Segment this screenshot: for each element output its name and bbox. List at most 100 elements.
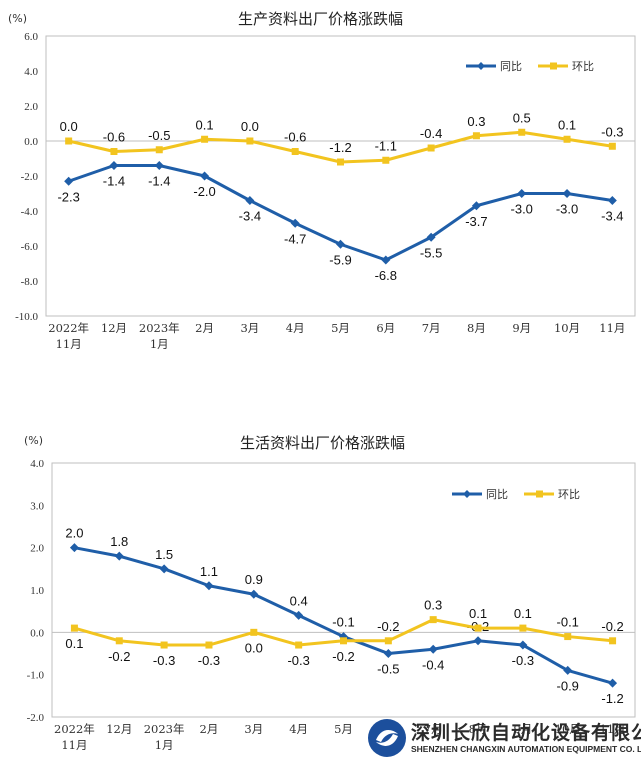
y-tick-label-consumer: 2.0	[30, 543, 44, 555]
data-point-mom-production	[65, 137, 73, 145]
data-label-mom-production: 0.0	[241, 119, 259, 134]
data-label-mom-production: 0.1	[196, 117, 214, 132]
data-point-mom-production	[472, 132, 480, 140]
data-point-mom-production	[382, 156, 390, 164]
data-point-mom-consumer	[384, 637, 392, 645]
data-point-mom-consumer	[295, 641, 303, 649]
data-point-mom-consumer	[70, 624, 78, 632]
data-label-yoy-production: -6.8	[375, 268, 397, 283]
x-tick-label-production: 3月	[240, 321, 259, 335]
data-point-yoy-production	[64, 176, 74, 186]
data-point-mom-production	[155, 146, 163, 154]
data-label-mom-production: 0.1	[558, 117, 576, 132]
data-point-mom-production	[518, 128, 526, 136]
x-tick-label-production: 6月	[376, 321, 395, 335]
x-tick-label-consumer: 4月	[289, 722, 308, 736]
y-tick-label-consumer: -1.0	[27, 670, 45, 682]
data-label-yoy-consumer: -0.5	[377, 662, 399, 677]
data-label-mom-consumer: -0.2	[377, 619, 399, 634]
data-point-yoy-consumer	[473, 636, 483, 646]
data-label-yoy-production: -3.4	[239, 209, 261, 224]
y-tick-label-consumer: -2.0	[27, 712, 45, 724]
data-point-mom-consumer	[519, 624, 527, 632]
data-point-mom-consumer	[474, 624, 482, 632]
y-tick-label-production: -8.0	[21, 276, 39, 288]
unit-label-production: (%)	[8, 12, 27, 25]
data-label-mom-consumer: 0.1	[65, 636, 83, 651]
data-label-mom-consumer: 0.1	[469, 606, 487, 621]
data-label-mom-production: -0.6	[103, 130, 125, 145]
data-point-yoy-production	[562, 189, 572, 198]
data-label-mom-consumer: -0.3	[153, 653, 175, 668]
data-label-yoy-consumer: -1.2	[601, 691, 623, 706]
y-tick-label-production: 2.0	[24, 101, 38, 113]
legend-label-yoy-production: 同比	[500, 60, 522, 73]
y-tick-label-production: 4.0	[24, 66, 38, 78]
x-tick-label-production: 2023年 1月	[139, 321, 180, 351]
data-label-mom-production: -1.1	[375, 138, 397, 153]
legend-label-mom-production: 环比	[572, 60, 594, 73]
data-label-yoy-production: -4.7	[284, 231, 306, 246]
data-label-yoy-consumer: 0.9	[245, 572, 263, 587]
data-label-yoy-production: -2.0	[193, 184, 215, 199]
data-label-yoy-consumer: 2.0	[65, 526, 83, 541]
data-label-yoy-production: -3.0	[511, 202, 533, 217]
data-point-yoy-production	[200, 171, 210, 181]
y-tick-label-consumer: 0.0	[30, 627, 44, 639]
data-point-mom-consumer	[250, 628, 258, 636]
data-point-mom-consumer	[205, 641, 213, 649]
data-point-mom-consumer	[564, 633, 572, 641]
x-tick-label-production: 12月	[101, 321, 127, 335]
data-point-mom-consumer	[609, 637, 617, 645]
x-tick-label-consumer: 7月	[424, 722, 443, 736]
data-label-mom-consumer: -0.3	[198, 653, 220, 668]
data-label-yoy-production: -5.5	[420, 245, 442, 260]
plot-frame-production	[45, 35, 636, 317]
data-point-yoy-production	[336, 239, 345, 249]
data-point-mom-production	[608, 142, 616, 150]
data-label-yoy-production: -3.0	[556, 202, 578, 217]
y-tick-label-production: -10.0	[15, 311, 38, 323]
y-tick-label-production: -2.0	[21, 171, 39, 183]
y-tick-label-consumer: 3.0	[30, 500, 44, 512]
legend-marker-mom-consumer	[536, 490, 543, 498]
x-tick-label-consumer: 2月	[200, 722, 219, 736]
x-tick-label-consumer: 12月	[106, 722, 132, 736]
data-point-yoy-production	[245, 196, 255, 205]
data-point-yoy-production	[607, 196, 617, 205]
x-tick-label-production: 8月	[467, 321, 486, 335]
plot-frame-consumer	[51, 462, 636, 718]
x-tick-label-consumer: 11月	[600, 722, 626, 736]
data-label-yoy-production: -1.4	[103, 174, 125, 189]
legend-marker-mom-production	[550, 62, 557, 70]
x-tick-label-consumer: 8月	[469, 722, 488, 736]
data-label-mom-consumer: -0.1	[557, 615, 579, 630]
data-point-yoy-consumer	[608, 678, 618, 688]
x-tick-label-consumer: 5月	[334, 722, 353, 736]
data-point-yoy-consumer	[428, 644, 438, 654]
x-tick-label-production: 5月	[331, 321, 350, 335]
data-point-mom-production	[201, 135, 209, 143]
x-tick-label-consumer: 2022年 11月	[54, 722, 95, 752]
data-point-yoy-consumer	[204, 581, 214, 591]
data-point-yoy-consumer	[294, 610, 304, 620]
data-label-yoy-consumer: 1.1	[200, 564, 218, 579]
y-tick-label-production: -6.0	[21, 241, 39, 253]
chart-title-consumer: 生活资料出厂价格涨跌幅	[240, 434, 406, 452]
data-point-mom-consumer	[115, 637, 123, 645]
data-point-yoy-consumer	[114, 551, 124, 561]
x-tick-label-consumer: 9月	[513, 722, 532, 736]
data-point-yoy-production	[154, 161, 164, 170]
data-point-mom-production	[291, 148, 299, 155]
data-point-mom-production	[110, 148, 118, 155]
data-label-mom-production: 0.0	[60, 119, 78, 134]
x-tick-label-production: 2月	[195, 321, 214, 335]
data-label-mom-production: 0.3	[467, 114, 485, 129]
data-point-yoy-production	[381, 255, 391, 265]
data-label-mom-consumer: -0.2	[332, 649, 354, 664]
data-point-mom-production	[246, 137, 254, 145]
data-label-yoy-consumer: -0.1	[332, 615, 354, 630]
data-point-mom-consumer	[429, 616, 437, 624]
data-point-yoy-production	[517, 189, 527, 198]
